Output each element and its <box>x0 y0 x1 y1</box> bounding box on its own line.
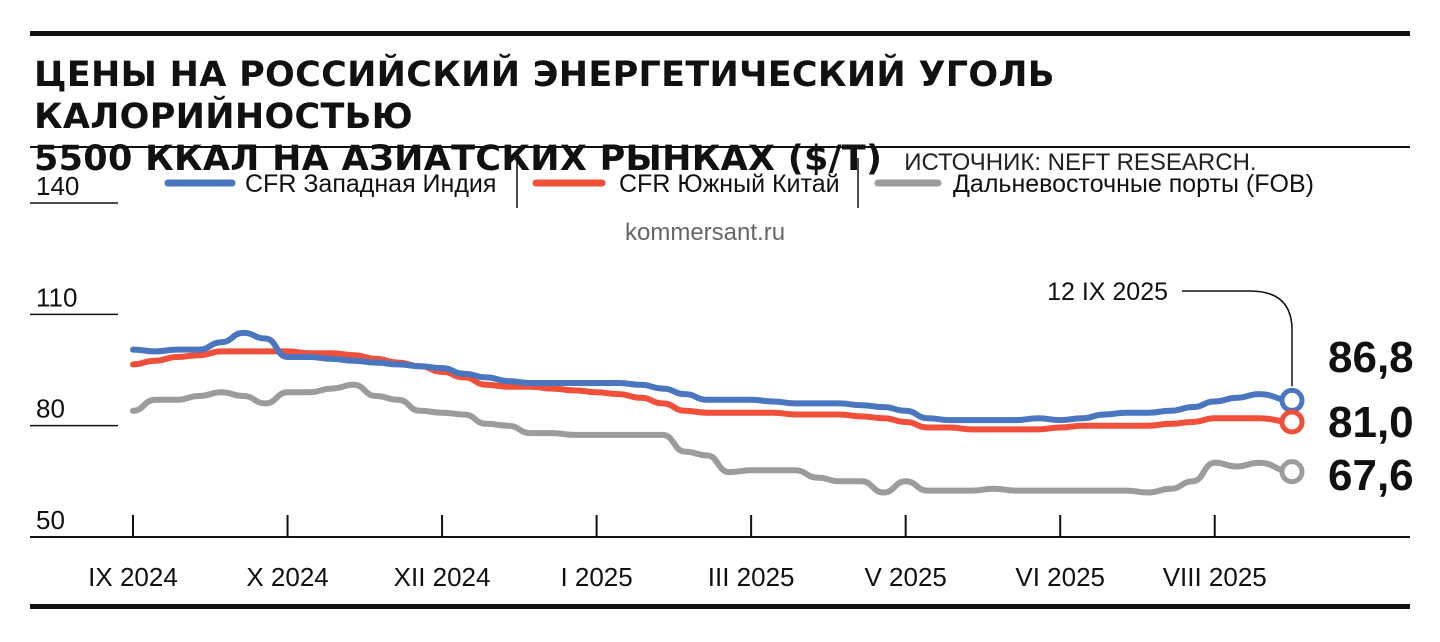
end-value-label: 86,8 <box>1328 333 1414 382</box>
x-tick-label: III 2025 <box>708 562 795 592</box>
x-tick-label: I 2025 <box>560 562 632 592</box>
watermark: kommersant.ru <box>625 219 785 246</box>
x-axis: IX 2024 X 2024 XII 2024 I 2025 III 2025 V 202… <box>30 515 1410 592</box>
legend-label: CFR Южный Китай <box>619 170 840 198</box>
end-marker <box>1279 409 1305 435</box>
date-annotation: 12 IX 2025 <box>1047 278 1293 387</box>
legend: CFR Западная Индия CFR Южный Китай Дальнев… <box>164 158 1314 208</box>
annotation-leader <box>1182 290 1293 387</box>
y-tick-label: 80 <box>36 394 65 424</box>
source-note: ИСТОЧНИК: NEFT RESEARCH. <box>904 149 1257 176</box>
legend-label: Дальневосточные порты (FOB) <box>953 170 1314 198</box>
series-lines <box>130 329 1295 496</box>
title-divider <box>30 146 1410 148</box>
x-tick-label: VI 2025 <box>1015 562 1105 592</box>
title-line-2: 5500 ККАЛ НА АЗИАТСКИХ РЫНКАХ ($/Т) ИСТОЧ… <box>34 138 1440 184</box>
x-tick-label: XII 2024 <box>394 562 491 592</box>
x-tick-label: V 2025 <box>864 562 946 592</box>
title-line-2-text: 5500 ККАЛ НА АЗИАТСКИХ РЫНКАХ ($/Т) <box>34 139 883 179</box>
chart-title: ЦЕНЫ НА РОССИЙСКИЙ ЭНЕРГЕТИЧЕСКИЙ УГОЛЬ … <box>34 54 1440 184</box>
series-line <box>130 381 1295 496</box>
end-marker <box>1279 459 1305 485</box>
end-marker <box>1279 387 1305 413</box>
series-line <box>130 329 1295 424</box>
bottom-rule <box>30 604 1410 609</box>
y-tick-label: 140 <box>36 171 79 201</box>
x-tick-label: X 2024 <box>246 562 328 592</box>
end-value-labels: 86,8 81,067,6 <box>1279 333 1414 500</box>
annotation-label: 12 IX 2025 <box>1047 278 1168 306</box>
end-value-label: 81,0 <box>1328 398 1414 447</box>
x-tick-label: VIII 2025 <box>1163 562 1267 592</box>
y-tick-label: 50 <box>36 505 65 535</box>
y-axis: 140 110 80 50 <box>30 171 118 538</box>
title-line-1: ЦЕНЫ НА РОССИЙСКИЙ ЭНЕРГЕТИЧЕСКИЙ УГОЛЬ … <box>34 55 1055 137</box>
y-tick-label: 110 <box>36 282 77 312</box>
end-value-label: 67,6 <box>1328 451 1414 500</box>
legend-label: CFR Западная Индия <box>245 170 496 198</box>
top-rule <box>30 31 1410 36</box>
series-line <box>130 348 1295 433</box>
x-tick-label: IX 2024 <box>88 562 178 592</box>
